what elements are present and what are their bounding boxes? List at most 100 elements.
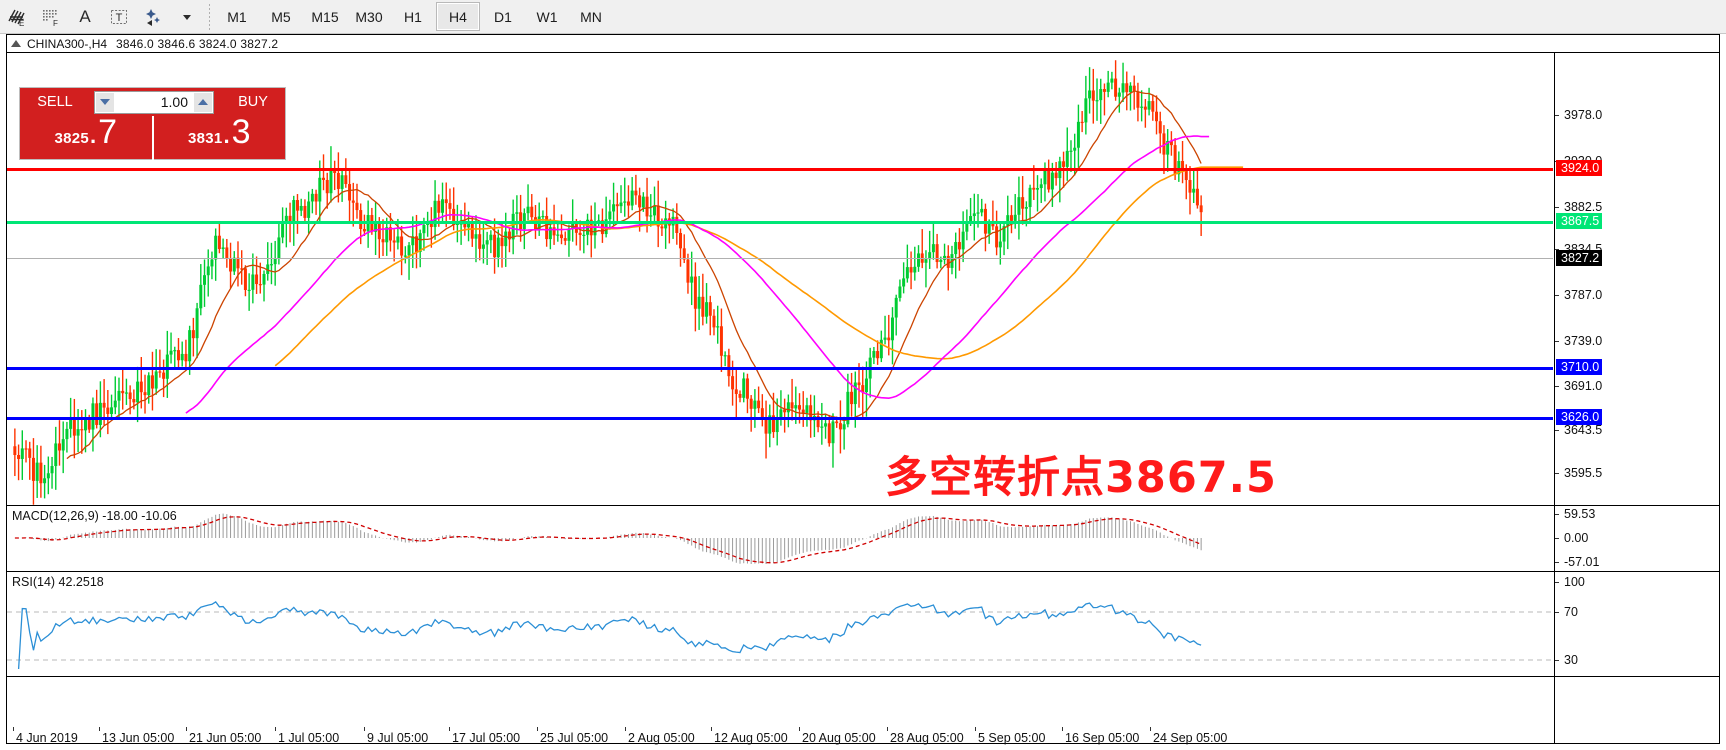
svg-text:T: T (116, 12, 123, 24)
buy-price-main: 3831 (187, 130, 223, 147)
sell-price-dot: . (90, 123, 97, 148)
timeframe-mn[interactable]: MN (580, 8, 602, 25)
timeframe-m30[interactable]: M30 (355, 8, 383, 25)
buy-price-dot: . (223, 123, 230, 148)
macd-tick: 0.00 (1555, 531, 1588, 545)
time-tick (364, 727, 365, 731)
toolbar-separator (209, 3, 210, 30)
level-line-support-blue-1[interactable] (7, 367, 1553, 370)
candlestick-series (13, 60, 1244, 505)
price-tick: 3643.5 (1555, 423, 1602, 437)
sell-price-main: 3825 (54, 130, 90, 147)
timeframe-h1[interactable]: H1 (404, 8, 422, 25)
sell-price-fraction: 7 (98, 113, 118, 151)
trade-prices-row: 3825 . 7 3831 . 3 (20, 113, 286, 160)
rsi-tick: 100 (1555, 575, 1585, 589)
price-plot[interactable] (7, 53, 1553, 505)
price-tick: 3787.0 (1555, 288, 1602, 302)
objects-icon[interactable] (136, 2, 170, 32)
lot-increase-button[interactable] (193, 91, 213, 113)
level-line-last-price-black[interactable] (7, 258, 1553, 259)
buy-button[interactable]: BUY (238, 94, 268, 110)
indicators-icon[interactable]: E (0, 2, 34, 32)
time-label: 5 Sep 05:00 (978, 731, 1046, 745)
time-axis[interactable]: 4 Jun 2019 13 Jun 05:00 21 Jun 05:00 1 Jul … (7, 727, 1553, 745)
rsi-tick: 70 (1555, 605, 1578, 619)
rsi-label: RSI(14) 42.2518 (12, 575, 104, 589)
time-label: 25 Jul 05:00 (540, 731, 609, 745)
buy-price-fraction: 3 (231, 113, 251, 151)
level-line-resistance-red[interactable] (7, 168, 1553, 171)
macd-pane[interactable]: MACD(12,26,9) -18.00 -10.06 59.53 0.00 -57… (7, 506, 1719, 572)
time-tick (99, 727, 100, 731)
price-label-resistance-red: 3924.0 (1556, 160, 1603, 176)
collapse-icon[interactable] (11, 40, 21, 47)
time-label: 28 Aug 05:00 (890, 731, 964, 745)
time-label: 13 Jun 05:00 (102, 731, 175, 745)
timeframe-m1[interactable]: M1 (227, 8, 247, 25)
text-label-icon[interactable]: T (102, 2, 136, 32)
time-label: 2 Aug 05:00 (628, 731, 695, 745)
time-tick (625, 727, 626, 731)
timeframe-m15[interactable]: M15 (311, 8, 339, 25)
macd-series (14, 513, 1202, 564)
chart-annotation-text: 多空转折点3867.5 (885, 453, 1277, 503)
time-label: 9 Jul 05:00 (367, 731, 429, 745)
time-tick (1150, 727, 1151, 731)
text-icon[interactable]: A (79, 6, 91, 26)
time-label: 4 Jun 2019 (16, 731, 78, 745)
rsi-tick: 30 (1555, 653, 1578, 667)
buy-price-cell[interactable]: 3831 . 3 (151, 113, 286, 160)
chart-symbol-label: CHINA300-,H4 (27, 36, 108, 51)
macd-label: MACD(12,26,9) -18.00 -10.06 (12, 509, 177, 523)
time-label: 24 Sep 05:00 (1153, 731, 1228, 745)
macd-plot[interactable]: MACD(12,26,9) -18.00 -10.06 (7, 506, 1553, 571)
svg-text:E: E (19, 19, 24, 28)
timeframe-m5[interactable]: M5 (271, 8, 291, 25)
time-tick (13, 727, 14, 731)
price-pane[interactable]: 3978.03930.03882.53834.53787.03739.03691… (7, 53, 1720, 524)
price-tick: 3882.5 (1555, 200, 1602, 214)
time-axis-pane: 4 Jun 2019 13 Jun 05:00 21 Jun 05:00 1 Jul … (7, 677, 1720, 745)
rsi-pane[interactable]: RSI(14) 42.2518 100 70 30 (7, 572, 1719, 677)
macd-tick: 59.53 (1555, 507, 1595, 521)
time-scale-corner (1554, 677, 1720, 743)
sell-price-cell[interactable]: 3825 . 7 (20, 113, 152, 160)
time-label: 16 Sep 05:00 (1065, 731, 1140, 745)
chevron-down-icon[interactable] (170, 2, 204, 32)
level-line-pivot-green[interactable] (7, 221, 1553, 224)
time-label: 17 Jul 05:00 (452, 731, 521, 745)
price-label-support-blue-2: 3626.0 (1556, 409, 1603, 425)
macd-scale: 59.53 0.00 -57.01 (1554, 506, 1720, 571)
timeframe-w1[interactable]: W1 (536, 8, 558, 25)
chart-window: CHINA300-,H4 3846.0 3846.6 3824.0 3827.2… (6, 34, 1720, 745)
rsi-series (7, 601, 1553, 670)
level-line-support-blue-2[interactable] (7, 417, 1553, 420)
trade-controls-row: SELL 1.00 BUY (20, 88, 285, 116)
price-tick: 3595.5 (1555, 466, 1602, 480)
price-tick: 3739.0 (1555, 334, 1602, 348)
price-label-pivot-green: 3867.5 (1556, 213, 1603, 229)
price-tick: 3691.0 (1555, 379, 1602, 393)
chart-title-bar: CHINA300-,H4 3846.0 3846.6 3824.0 3827.2 (7, 35, 1719, 53)
svg-text:F: F (53, 19, 58, 28)
lot-size-stepper[interactable]: 1.00 (94, 90, 214, 114)
timeframe-h4[interactable]: H4 (436, 2, 480, 31)
price-scale[interactable]: 3978.03930.03882.53834.53787.03739.03691… (1554, 53, 1720, 524)
toolbar: E F A T (0, 0, 1726, 34)
lot-decrease-button[interactable] (95, 91, 115, 113)
price-label-last-price-black: 3827.2 (1556, 250, 1603, 266)
price-tick: 3978.0 (1555, 108, 1602, 122)
sell-button[interactable]: SELL (37, 94, 73, 110)
rsi-plot[interactable]: RSI(14) 42.2518 (7, 572, 1553, 676)
time-tick (799, 727, 800, 731)
grid-icon[interactable]: F (34, 2, 68, 32)
time-label: 21 Jun 05:00 (189, 731, 262, 745)
lot-size-input[interactable]: 1.00 (115, 91, 193, 113)
one-click-trading-panel[interactable]: SELL 1.00 BUY 3825 . 7 3831 . 3 (19, 87, 286, 160)
time-tick (275, 727, 276, 731)
time-label: 1 Jul 05:00 (278, 731, 340, 745)
time-label: 20 Aug 05:00 (802, 731, 876, 745)
time-label: 12 Aug 05:00 (714, 731, 788, 745)
timeframe-d1[interactable]: D1 (494, 8, 512, 25)
